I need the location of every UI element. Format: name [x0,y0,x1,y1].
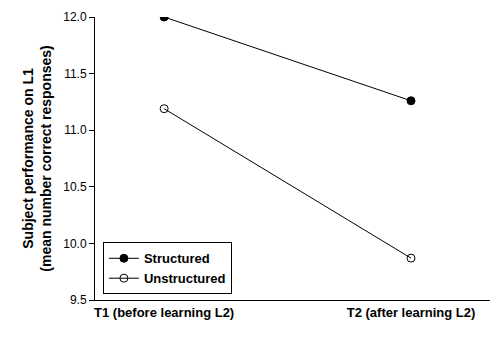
svg-text:T2 (after learning L2): T2 (after learning L2) [347,305,476,320]
svg-text:Structured: Structured [144,251,210,266]
svg-text:12.0: 12.0 [63,10,87,24]
svg-text:Unstructured: Unstructured [144,271,226,286]
svg-text:9.5: 9.5 [70,293,87,307]
svg-text:T1 (before learning L2): T1 (before learning L2) [94,305,234,320]
svg-text:10.5: 10.5 [63,180,87,194]
svg-text:11.5: 11.5 [64,67,87,81]
svg-text:Subject performance on L1(mean: Subject performance on L1(mean number co… [20,45,54,271]
svg-text:10.0: 10.0 [63,237,87,251]
svg-text:11.0: 11.0 [64,123,87,137]
